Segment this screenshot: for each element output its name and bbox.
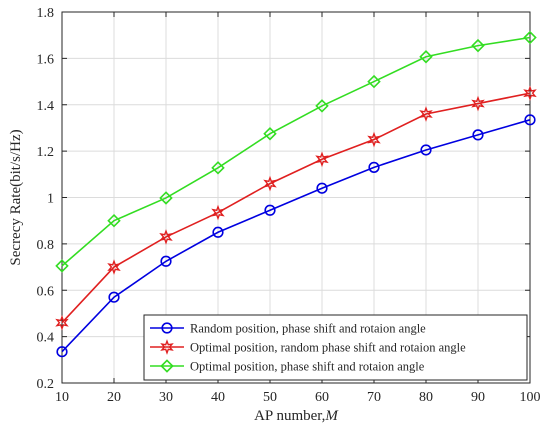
series-1-point-0 (55, 314, 69, 331)
series-1 (55, 85, 537, 331)
x-axis-label-text: AP number, (254, 408, 325, 424)
series-1-point-1 (107, 259, 121, 275)
series-2-point-7 (419, 50, 433, 64)
x-tick-label-6: 70 (367, 390, 381, 405)
x-tick-label-1: 20 (107, 390, 121, 405)
x-tick-label-7: 80 (419, 390, 433, 405)
series-0-point-7 (420, 144, 432, 156)
series-2-point-4 (263, 127, 277, 141)
y-tick-label-6: 1.4 (37, 99, 55, 114)
legend: Random position, phase shift and rotaion… (143, 314, 528, 381)
series-1-point-5 (315, 151, 329, 168)
x-tick-label-3: 40 (211, 390, 225, 405)
series-2-point-6 (367, 74, 381, 89)
series-2-point-1 (107, 213, 121, 228)
series-0-point-6 (368, 161, 380, 173)
legend-entry-2: Optimal position, phase shift and rotaio… (150, 359, 425, 374)
series-0-point-8 (472, 129, 484, 141)
legend-marker-0 (161, 322, 173, 334)
series-1-point-7 (419, 106, 433, 122)
series-layer (55, 30, 537, 358)
y-tick-label-7: 1.6 (37, 52, 55, 67)
legend-label-1: Optimal position, random phase shift and… (190, 341, 466, 355)
x-tick-label-0: 10 (55, 390, 69, 405)
series-2-point-3 (211, 161, 225, 175)
x-axis-label: AP number,M (254, 408, 339, 424)
series-0-point-1 (108, 291, 120, 303)
series-1-point-8 (471, 95, 485, 112)
legend-entry-1: Optimal position, random phase shift and… (150, 339, 466, 355)
x-tick-label-4: 50 (263, 390, 277, 405)
y-tick-label-2: 0.6 (37, 284, 55, 299)
series-0-point-9 (524, 114, 536, 126)
y-axis-label: Secrecy Rate(bit/s/Hz) (8, 129, 24, 265)
series-2-point-0 (55, 259, 69, 273)
series-1-point-6 (367, 131, 381, 148)
series-0-point-2 (160, 255, 172, 267)
series-0-point-5 (316, 182, 328, 194)
x-tick-label-5: 60 (315, 390, 329, 405)
y-tick-label-1: 0.4 (37, 331, 55, 346)
y-tick-label-8: 1.8 (37, 6, 55, 21)
series-0-point-3 (212, 226, 224, 238)
legend-box (143, 314, 528, 381)
series-line-0 (61, 119, 531, 353)
series-0-point-4 (264, 204, 276, 216)
series-2-point-2 (159, 191, 173, 205)
legend-marker-1 (160, 339, 174, 355)
series-1-point-2 (159, 229, 173, 245)
legend-label-2: Optimal position, phase shift and rotaio… (190, 360, 425, 374)
y-tick-label-5: 1.2 (37, 145, 55, 160)
legend-marker-2 (160, 359, 174, 373)
x-tick-label-2: 30 (159, 390, 173, 405)
y-tick-label-4: 1 (47, 192, 54, 207)
series-line-1 (61, 92, 531, 324)
x-tick-label-9: 100 (520, 390, 541, 405)
legend-entry-0: Random position, phase shift and rotaion… (150, 322, 426, 336)
series-1-point-9 (523, 85, 537, 101)
series-1-point-4 (263, 175, 277, 192)
series-2-point-9 (523, 30, 537, 45)
series-2-point-8 (471, 38, 485, 53)
y-tick-label-3: 0.8 (37, 238, 55, 253)
y-tick-label-0: 0.2 (37, 377, 55, 392)
series-0 (56, 114, 536, 358)
series-2-point-5 (315, 99, 329, 113)
series-line-2 (61, 36, 531, 267)
x-tick-label-8: 90 (471, 390, 485, 405)
axes (61, 11, 531, 384)
x-axis-label-variable: M (324, 408, 339, 424)
series-2 (55, 30, 537, 273)
legend-label-0: Random position, phase shift and rotaion… (190, 322, 426, 336)
series-0-point-0 (56, 346, 68, 358)
series-1-point-3 (211, 204, 225, 221)
tick-labels: 10 20 30 40 50 60 70 80 90 100 0.2 0.4 0.6 0.8 1 1.2 1.4… (37, 6, 541, 405)
